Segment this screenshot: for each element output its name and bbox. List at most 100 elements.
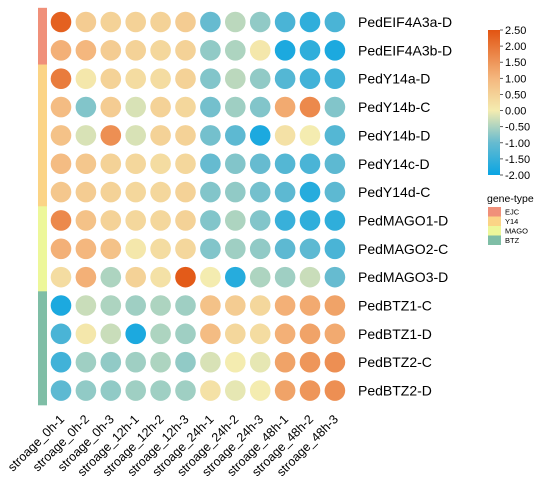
heat-bubble	[249, 153, 271, 175]
heat-bubble	[175, 125, 196, 146]
heat-bubble	[75, 96, 97, 118]
heat-bubble	[100, 68, 122, 89]
group-bar-segment	[38, 7, 47, 37]
group-bar-segment	[38, 206, 47, 236]
heat-bubble	[125, 68, 146, 89]
heat-bubble	[274, 238, 296, 260]
heat-bubble	[150, 210, 171, 231]
row-label: PedMAGO2-C	[358, 241, 448, 257]
heat-bubble	[100, 40, 122, 61]
heat-bubble	[324, 210, 346, 231]
heat-bubble	[100, 181, 122, 203]
heat-bubble	[200, 40, 221, 61]
heat-bubble	[75, 153, 97, 175]
heat-bubble	[50, 323, 72, 345]
heat-bubble	[249, 68, 271, 89]
heat-bubble	[200, 295, 221, 316]
group-bar-segment	[38, 291, 47, 321]
heat-bubble	[150, 68, 171, 89]
heat-bubble	[125, 181, 146, 203]
color-bar-tick-label: 1.50	[505, 57, 526, 69]
heat-bubble	[274, 125, 296, 146]
heat-bubble	[125, 380, 146, 401]
group-bar-segment	[38, 92, 47, 122]
legend-swatch	[488, 216, 501, 226]
heat-bubble	[225, 380, 246, 401]
heat-bubble	[150, 125, 171, 146]
heat-bubble	[100, 96, 122, 118]
row-label: PedMAGO1-D	[358, 212, 448, 228]
heat-bubble	[125, 96, 146, 118]
heat-bubble	[299, 96, 321, 118]
heat-bubble	[200, 11, 221, 33]
color-bar-tick-label: -1.50	[505, 154, 530, 166]
heat-bubble	[274, 380, 296, 401]
heat-bubble	[225, 40, 246, 61]
heat-bubble	[75, 266, 97, 288]
row-label: PedY14a-D	[358, 71, 430, 87]
group-bar-segment	[38, 376, 47, 406]
heat-bubble	[324, 266, 346, 288]
heat-bubble	[200, 181, 221, 203]
heat-bubble	[274, 11, 296, 33]
heat-bubble	[150, 11, 171, 33]
heat-bubble	[50, 96, 72, 118]
heat-bubble	[225, 238, 246, 260]
heat-bubble	[50, 295, 72, 316]
heat-bubble	[100, 323, 122, 345]
heat-bubble	[125, 11, 146, 33]
heat-bubble	[299, 181, 321, 203]
heat-bubble	[324, 40, 346, 61]
heat-bubble	[175, 266, 196, 288]
heat-bubble	[175, 40, 196, 61]
color-bar-tick-label: 0.00	[505, 106, 526, 118]
heat-bubble	[125, 295, 146, 316]
heat-bubble	[299, 380, 321, 401]
group-bar-segment	[38, 262, 47, 292]
heat-bubble	[225, 153, 246, 175]
heat-bubble	[200, 351, 221, 373]
row-label: PedY14b-C	[358, 99, 430, 115]
heat-bubble	[175, 295, 196, 316]
heat-bubble	[50, 11, 72, 33]
heat-bubble	[175, 351, 196, 373]
heat-bubble	[150, 323, 171, 345]
heat-bubble	[150, 295, 171, 316]
heat-bubble	[324, 125, 346, 146]
row-group-annotation-bar	[38, 7, 47, 406]
heat-bubble	[50, 380, 72, 401]
heat-bubble	[225, 210, 246, 231]
heat-bubble	[200, 380, 221, 401]
heat-bubble	[100, 210, 122, 231]
heat-bubble	[200, 125, 221, 146]
heat-bubble	[274, 153, 296, 175]
heat-bubble	[150, 181, 171, 203]
heat-bubble	[50, 351, 72, 373]
heat-bubble	[200, 238, 221, 260]
bubble-grid	[50, 11, 346, 401]
heat-bubble	[150, 266, 171, 288]
heat-bubble	[249, 40, 271, 61]
heat-bubble	[150, 380, 171, 401]
row-label: PedY14d-C	[358, 184, 430, 200]
heat-bubble	[299, 11, 321, 33]
heat-bubble	[175, 210, 196, 231]
heat-bubble	[225, 323, 246, 345]
color-bar-tick-label: 2.00	[505, 41, 526, 53]
legend-label: EJC	[505, 208, 520, 217]
row-label: PedBTZ2-C	[358, 354, 432, 370]
heat-bubble	[75, 323, 97, 345]
row-label: PedMAGO3-D	[358, 269, 448, 285]
color-bar-tick-label: 2.50	[505, 25, 526, 37]
color-bar-tick-label: -2.00	[505, 170, 530, 182]
heat-bubble	[175, 323, 196, 345]
heat-bubble	[75, 40, 97, 61]
heat-bubble	[200, 323, 221, 345]
color-scale-legend: 2.50 2.00 1.50 1.00 0.50 0.00 -0.50 -1.00 -1.50 -…	[488, 25, 530, 182]
group-bar-segment	[38, 64, 47, 94]
column-labels: stroage_0h-1stroage_0h-2stroage_0h-3stro…	[5, 412, 341, 479]
heat-bubble	[324, 181, 346, 203]
heat-bubble	[200, 210, 221, 231]
heat-bubble	[225, 125, 246, 146]
